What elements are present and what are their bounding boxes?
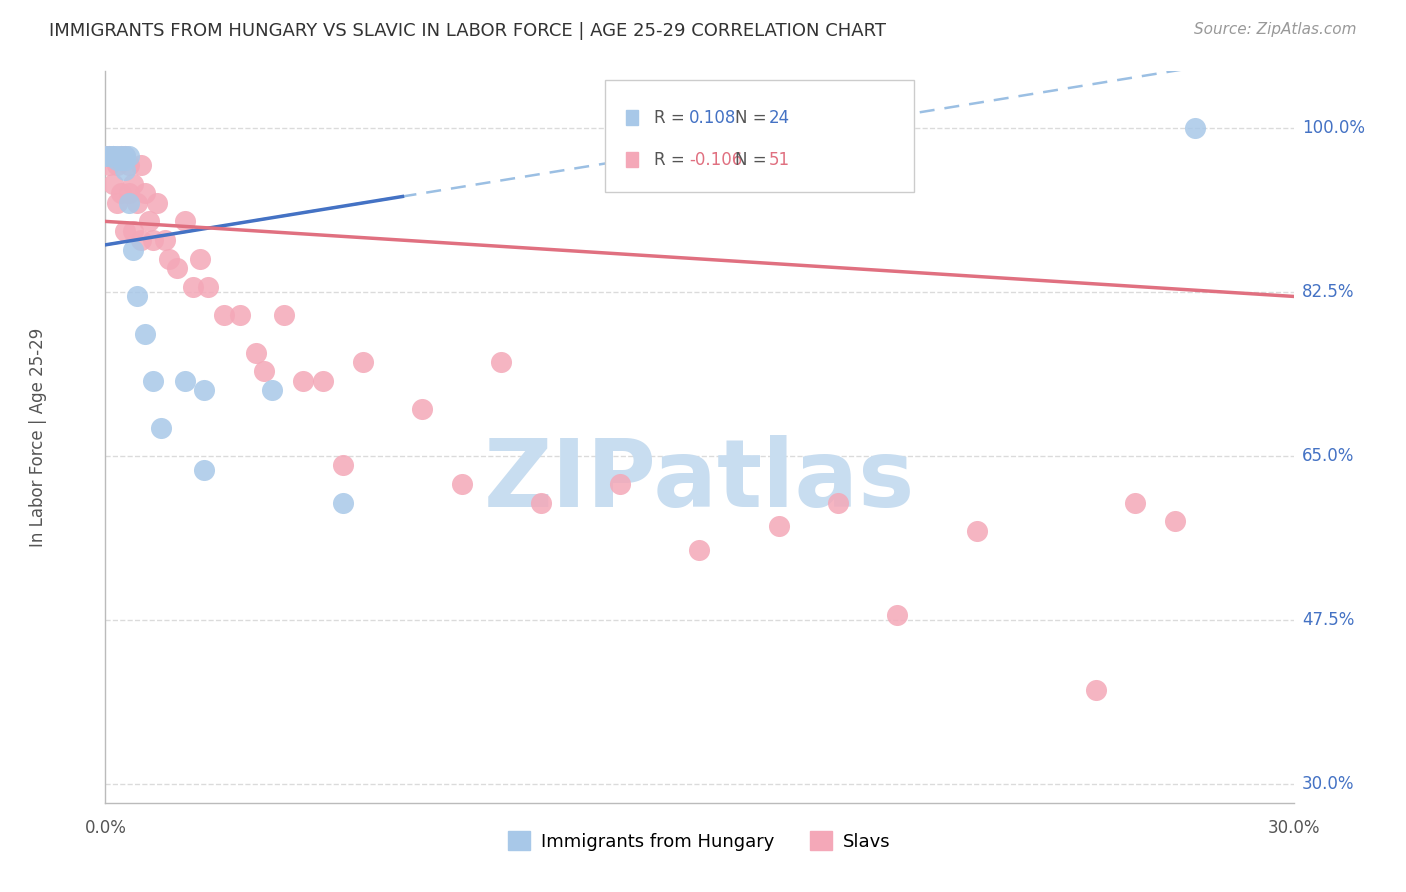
Point	[114, 162, 136, 177]
Point	[173, 214, 195, 228]
Text: Source: ZipAtlas.com: Source: ZipAtlas.com	[1194, 22, 1357, 37]
Point	[103, 149, 125, 163]
Point	[118, 186, 141, 201]
Point	[149, 420, 172, 434]
Point	[352, 355, 374, 369]
Point	[332, 496, 354, 510]
Point	[411, 401, 433, 416]
Text: IMMIGRANTS FROM HUNGARY VS SLAVIC IN LABOR FORCE | AGE 25-29 CORRELATION CHART: IMMIGRANTS FROM HUNGARY VS SLAVIC IN LAB…	[49, 22, 886, 40]
Point	[122, 243, 145, 257]
Point	[1123, 496, 1146, 510]
Point	[312, 374, 335, 388]
Point	[105, 158, 128, 172]
Point	[146, 195, 169, 210]
Point	[450, 477, 472, 491]
Point	[153, 233, 176, 247]
Point	[134, 186, 156, 201]
Text: N =: N =	[735, 109, 772, 127]
Point	[1164, 515, 1187, 529]
Point	[105, 153, 128, 168]
Point	[110, 149, 132, 163]
Point	[110, 186, 132, 201]
Point	[110, 149, 132, 163]
Point	[142, 233, 165, 247]
Point	[190, 252, 212, 266]
Point	[768, 519, 790, 533]
Point	[157, 252, 180, 266]
Text: 24: 24	[769, 109, 790, 127]
Text: ZIPatlas: ZIPatlas	[484, 435, 915, 527]
Text: R =: R =	[654, 109, 690, 127]
Point	[530, 496, 553, 510]
Point	[98, 149, 121, 163]
Point	[689, 542, 711, 557]
Point	[127, 195, 149, 210]
Text: 0.108: 0.108	[689, 109, 737, 127]
Point	[609, 477, 631, 491]
Point	[193, 383, 215, 397]
Point	[127, 289, 149, 303]
Point	[273, 308, 295, 322]
Point	[118, 195, 141, 210]
Text: 82.5%: 82.5%	[1302, 283, 1354, 301]
Point	[138, 214, 160, 228]
Point	[98, 158, 121, 172]
Point	[105, 149, 128, 163]
Text: 30.0%: 30.0%	[1267, 819, 1320, 837]
Text: 47.5%: 47.5%	[1302, 611, 1354, 629]
Point	[886, 608, 908, 623]
Point	[1184, 120, 1206, 135]
Text: In Labor Force | Age 25-29: In Labor Force | Age 25-29	[30, 327, 46, 547]
Point	[118, 158, 141, 172]
Point	[827, 496, 849, 510]
Point	[229, 308, 252, 322]
Text: -0.106: -0.106	[689, 151, 742, 169]
Point	[122, 177, 145, 191]
Point	[110, 153, 132, 168]
Point	[966, 524, 988, 538]
Point	[166, 261, 188, 276]
Point	[214, 308, 236, 322]
Point	[103, 177, 125, 191]
Point	[105, 195, 128, 210]
Point	[129, 233, 152, 247]
Point	[181, 280, 204, 294]
Point	[1084, 683, 1107, 698]
Point	[122, 224, 145, 238]
Point	[118, 149, 141, 163]
Point	[98, 149, 121, 163]
Text: 51: 51	[769, 151, 790, 169]
Legend: Immigrants from Hungary, Slavs: Immigrants from Hungary, Slavs	[503, 826, 896, 856]
Point	[491, 355, 513, 369]
Point	[142, 374, 165, 388]
Point	[103, 149, 125, 163]
Point	[253, 364, 276, 378]
Text: 0.0%: 0.0%	[84, 819, 127, 837]
Point	[94, 149, 117, 163]
Text: 100.0%: 100.0%	[1302, 119, 1365, 136]
Point	[332, 458, 354, 473]
Point	[173, 374, 195, 388]
Point	[260, 383, 283, 397]
Text: 65.0%: 65.0%	[1302, 447, 1354, 465]
Point	[114, 224, 136, 238]
Point	[114, 149, 136, 163]
Text: R =: R =	[654, 151, 690, 169]
Text: N =: N =	[735, 151, 772, 169]
Point	[134, 326, 156, 341]
Point	[103, 149, 125, 163]
Point	[193, 463, 215, 477]
Text: 30.0%: 30.0%	[1302, 775, 1354, 793]
Point	[292, 374, 315, 388]
Point	[197, 280, 219, 294]
Point	[114, 153, 136, 168]
Point	[129, 158, 152, 172]
Point	[114, 149, 136, 163]
Point	[94, 149, 117, 163]
Point	[245, 345, 267, 359]
